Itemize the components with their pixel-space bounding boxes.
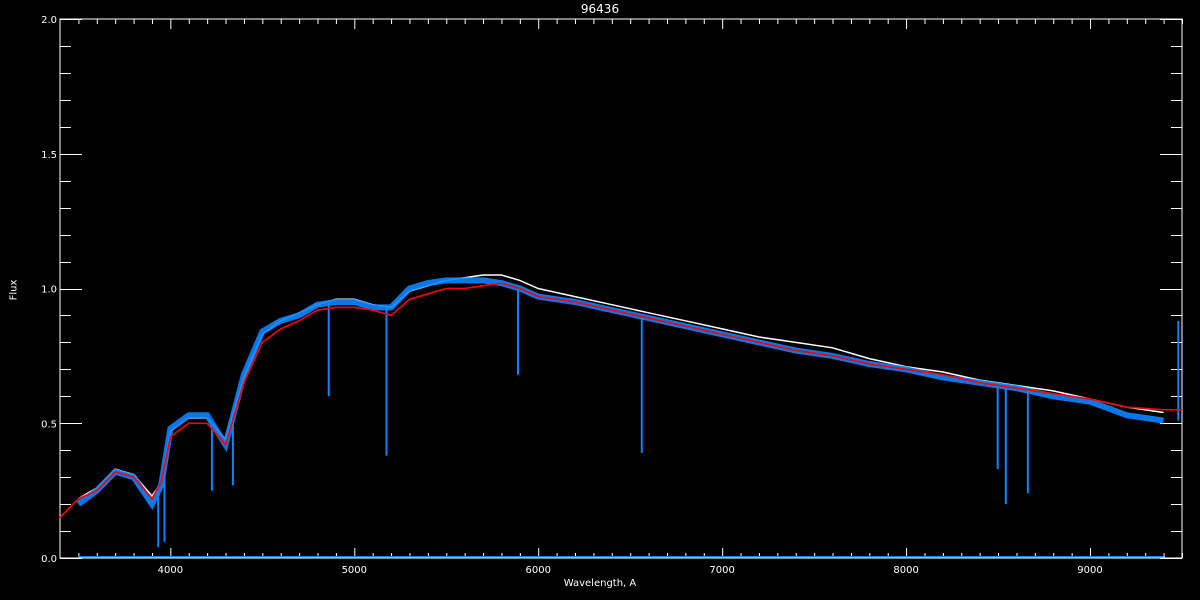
x-tick-label: 7000 <box>709 565 734 576</box>
model-red-line <box>59 282 1182 519</box>
y-tick-label: 1.0 <box>41 285 57 296</box>
x-tick-label: 8000 <box>893 565 918 576</box>
y-tick-label: 2.0 <box>41 15 57 26</box>
x-axis-label: Wavelength, A <box>563 578 637 589</box>
y-tick-label: 0.0 <box>41 554 57 565</box>
x-tick-label: 9000 <box>1077 565 1102 576</box>
y-tick-label: 0.5 <box>41 419 57 430</box>
x-tick-label: 6000 <box>526 565 551 576</box>
x-tick-label: 5000 <box>342 565 367 576</box>
x-tick-label: 4000 <box>158 565 183 576</box>
chart-title: 96436 <box>580 2 620 16</box>
y-tick-label: 1.5 <box>41 150 57 161</box>
y-axis-label: Flux <box>8 279 20 301</box>
model-red-line-overlay <box>59 282 1182 519</box>
plot-frame <box>59 18 1183 559</box>
